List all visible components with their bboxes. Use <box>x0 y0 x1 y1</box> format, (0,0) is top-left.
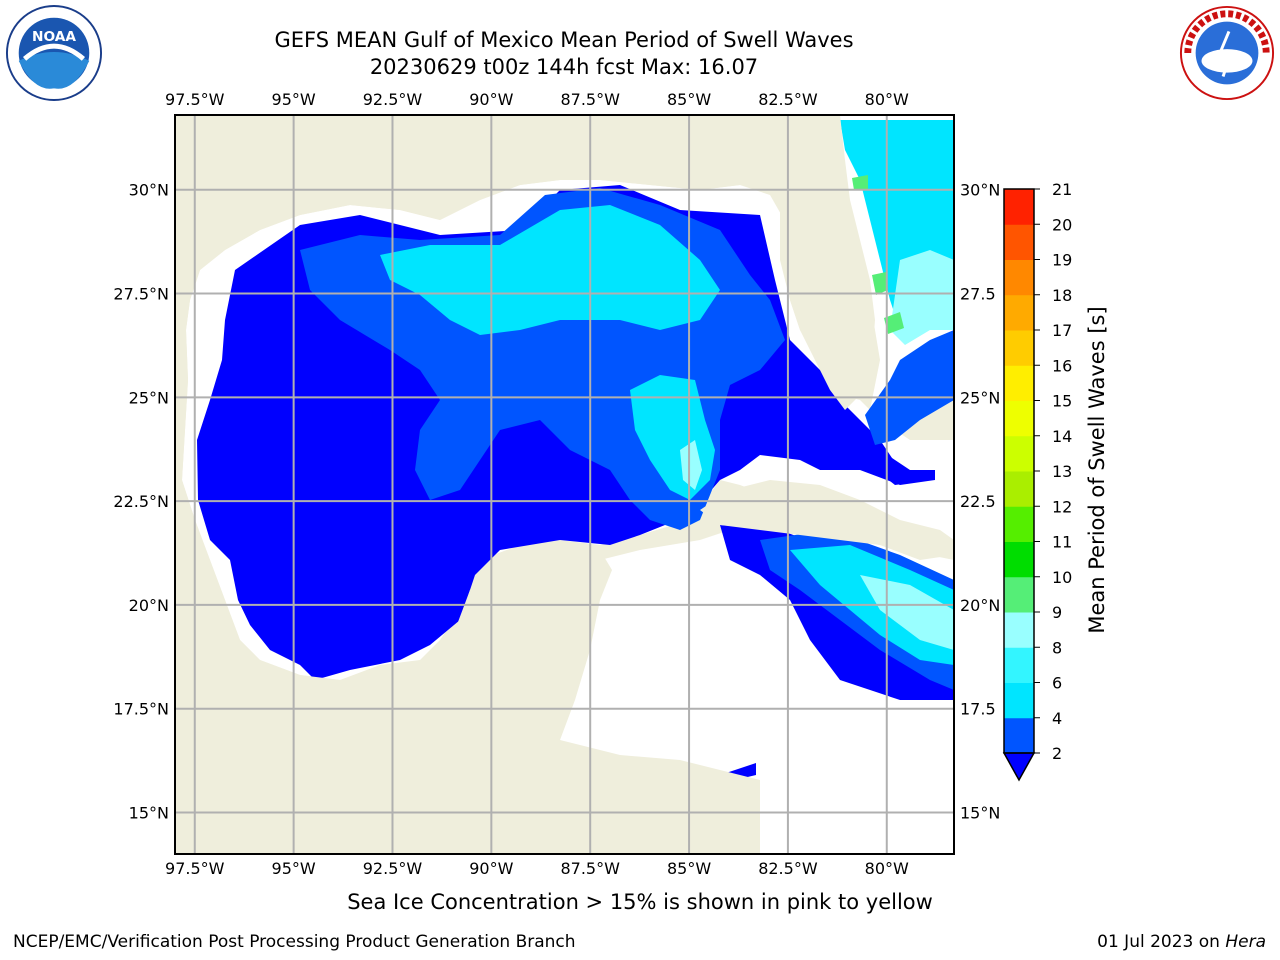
lat-tick-left: 20°N <box>129 596 169 615</box>
sea-ice-note: Sea Ice Concentration > 15% is shown in … <box>347 890 933 914</box>
colorbar-segment <box>1004 541 1034 578</box>
lon-tick-bottom: 92.5°W <box>363 859 423 878</box>
lon-tick-bottom: 87.5°W <box>560 859 620 878</box>
lat-tick-right: 30°N <box>960 181 1000 200</box>
map-frame <box>174 114 955 855</box>
run-date-text: 01 Jul 2023 on <box>1097 932 1226 952</box>
colorbar-tick-label: 20 <box>1052 215 1072 234</box>
colorbar-segment <box>1004 682 1034 719</box>
colorbar-segment <box>1004 435 1034 472</box>
lon-tick-bottom: 90°W <box>469 859 513 878</box>
colorbar-segment <box>1004 189 1034 225</box>
lat-tick-left: 30°N <box>129 181 169 200</box>
lat-tick-left: 15°N <box>129 803 169 822</box>
colorbar-tick-label: 6 <box>1052 674 1062 693</box>
producer-credit: NCEP/EMC/Verification Post Processing Pr… <box>13 932 576 952</box>
lat-tick-right: 17.5 <box>960 700 996 719</box>
lat-tick-right: 27.5 <box>960 285 996 304</box>
lon-tick-bottom: 95°W <box>272 859 316 878</box>
swell-green-patch <box>872 272 888 295</box>
swell-green-patch-2 <box>884 312 904 334</box>
map-area <box>175 115 954 854</box>
lon-tick-top: 92.5°W <box>363 90 423 109</box>
noaa-logo: NOAA <box>5 4 103 102</box>
lon-tick-bottom: 97.5°W <box>165 859 225 878</box>
cuba <box>700 480 954 560</box>
lon-tick-top: 90°W <box>469 90 513 109</box>
lon-tick-top: 87.5°W <box>560 90 620 109</box>
us-gulf-coast <box>175 115 790 490</box>
colorbar-under-arrow <box>1002 752 1036 782</box>
lat-tick-left: 25°N <box>129 388 169 407</box>
colorbar-tick-label: 18 <box>1052 286 1072 305</box>
lat-tick-right: 15°N <box>960 803 1000 822</box>
colorbar-tick-label: 19 <box>1052 251 1072 270</box>
lat-tick-right: 25°N <box>960 388 1000 407</box>
swell-dark-blue-fl <box>860 420 930 485</box>
lat-tick-left: 22.5°N <box>113 492 169 511</box>
colorbar-segment <box>1004 717 1034 754</box>
colorbar-segment <box>1004 259 1034 296</box>
lon-tick-bottom: 85°W <box>667 859 711 878</box>
run-date: 01 Jul 2023 on Hera <box>1097 932 1266 952</box>
colorbar-tick-label: 9 <box>1052 603 1062 622</box>
colorbar-segment <box>1004 506 1034 542</box>
colorbar-segment <box>1004 576 1034 613</box>
lon-tick-top: 97.5°W <box>165 90 225 109</box>
colorbar: 2 4 6 8 9 10 11 12 13 14 15 16 17 18 19 20 21 <box>1002 180 1072 782</box>
colorbar-tick-label: 15 <box>1052 392 1072 411</box>
colorbar-label: Mean Period of Swell Waves [s] <box>1085 306 1109 634</box>
swell-cyan <box>380 205 720 335</box>
swell-pale-cyan-atl <box>890 250 954 345</box>
lon-tick-top: 95°W <box>272 90 316 109</box>
axis-tick-labels: 97.5°W 97.5°W 95°W 95°W 92.5°W 92.5°W 90°W 90°W… <box>113 90 1000 878</box>
lon-tick-top: 80°W <box>865 90 909 109</box>
colorbar-segment <box>1004 471 1034 507</box>
host-name: Hera <box>1225 932 1266 952</box>
swell-pale-cyan-carib <box>860 575 954 650</box>
colorbar-tick-label: 11 <box>1052 533 1072 552</box>
colorbar-segment <box>1004 224 1034 260</box>
colorbar-tick-label: 17 <box>1052 321 1072 340</box>
lat-tick-right: 20°N <box>960 596 1000 615</box>
colorbar-tick-label: 10 <box>1052 568 1072 587</box>
colorbar-tick-label: 8 <box>1052 638 1062 657</box>
colorbar-segment <box>1004 647 1034 683</box>
graticule <box>175 115 954 854</box>
lon-tick-top: 85°W <box>667 90 711 109</box>
colorbar-tick-label: 12 <box>1052 497 1072 516</box>
mexico-west <box>175 480 340 760</box>
swell-green-patch-3 <box>852 175 868 190</box>
colorbar-segment <box>1004 365 1034 401</box>
colorbar-segment <box>1004 400 1034 437</box>
colorbar-tick-label: 13 <box>1052 462 1072 481</box>
colorbar-tick-label: 14 <box>1052 427 1072 446</box>
yucatan <box>175 545 612 854</box>
svg-text:NOAA: NOAA <box>32 29 76 45</box>
central-america <box>430 740 760 854</box>
colorbar-tick-label: 2 <box>1052 744 1062 763</box>
lon-tick-top: 82.5°W <box>758 90 818 109</box>
colorbar-segment <box>1004 330 1034 366</box>
colorbar-segment <box>1004 612 1034 648</box>
lat-tick-left: 27.5°N <box>113 285 169 304</box>
lat-tick-left: 17.5°N <box>113 700 169 719</box>
swell-pale-cyan <box>680 440 702 490</box>
chart-title: GEFS MEAN Gulf of Mexico Mean Period of … <box>274 28 854 52</box>
colorbar-tick-label: 4 <box>1052 709 1062 728</box>
colorbar-segment <box>1004 294 1034 331</box>
colorbar-tick-label: 16 <box>1052 356 1072 375</box>
lon-tick-bottom: 80°W <box>865 859 909 878</box>
lon-tick-bottom: 82.5°W <box>758 859 818 878</box>
chart-subtitle: 20230629 t00z 144h fcst Max: 16.07 <box>369 55 759 79</box>
nws-logo <box>1179 5 1275 101</box>
colorbar-tick-label: 21 <box>1052 180 1072 199</box>
lat-tick-right: 22.5 <box>960 492 996 511</box>
